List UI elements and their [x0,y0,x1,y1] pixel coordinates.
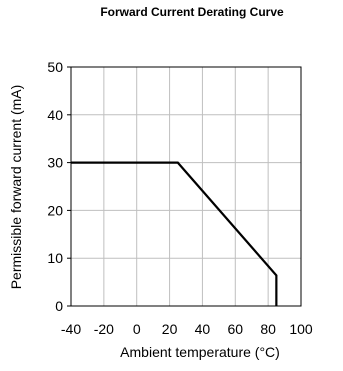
chart-title: Forward Current Derating Curve [100,5,284,19]
y-axis-label: Permissible forward current (mA) [8,85,24,290]
y-tick-label: 40 [47,107,63,123]
y-tick-label: 10 [47,250,63,266]
axis-ticks: -40 -20 0 20 40 60 80 100 0 10 20 30 40 50 [47,59,312,337]
plot-area-frame [70,66,302,307]
grid-lines [71,67,301,306]
y-tick-label: 20 [47,202,63,218]
x-tick-label: -20 [94,321,114,337]
x-tick-label: 20 [162,321,178,337]
series-layer [71,161,278,306]
x-axis-label: Ambient temperature (°C) [120,344,280,360]
y-tick-label: 30 [47,155,63,171]
derating-curve-line [71,161,278,306]
y-tick-label: 0 [55,298,63,314]
x-tick-label: -40 [61,321,81,337]
x-tick-label: 0 [133,321,141,337]
x-tick-label: 80 [260,321,276,337]
x-tick-label: 100 [289,321,313,337]
x-tick-label: 40 [195,321,211,337]
x-tick-label: 60 [227,321,243,337]
y-tick-label: 50 [47,59,63,75]
